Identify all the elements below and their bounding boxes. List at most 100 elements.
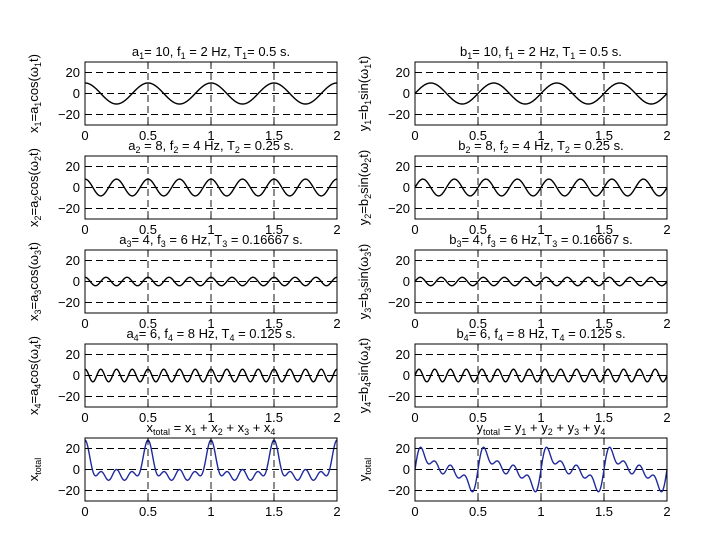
title-segment: = 6 Hz, T bbox=[166, 232, 223, 247]
title-segment: = 6, f bbox=[469, 326, 499, 341]
title-segment: = 8, f bbox=[141, 138, 174, 153]
y-tick-label: −20 bbox=[58, 201, 80, 216]
title-segment: a bbox=[132, 44, 140, 59]
title-segment: = 0.16667 s. bbox=[227, 232, 303, 247]
title-subscript: 4 bbox=[498, 333, 503, 343]
subplot-title: b4= 6, f4 = 8 Hz, T4 = 0.125 s. bbox=[456, 326, 625, 343]
title-segment: = 0.5 s. bbox=[247, 44, 290, 59]
y-tick-label: 0 bbox=[403, 86, 410, 101]
x-tick-label: 0.5 bbox=[469, 316, 487, 331]
ylabel-subscript: 2 bbox=[363, 214, 373, 219]
x-tick-label: 0.5 bbox=[469, 222, 487, 237]
title-subscript: 2 bbox=[218, 427, 223, 437]
series-line-x3 bbox=[84, 276, 338, 287]
x-tick-label: 1 bbox=[207, 316, 214, 331]
title-subscript: 2 bbox=[173, 145, 178, 155]
title-segment: = 0.25 s. bbox=[240, 138, 294, 153]
title-subscript: 1 bbox=[139, 51, 144, 61]
title-segment: = 8 Hz, T bbox=[173, 326, 230, 341]
ylabel-segment: t) bbox=[26, 242, 41, 250]
title-subscript: 3 bbox=[161, 239, 166, 249]
subplot-title: a4= 6, f4 = 8 Hz, T4 = 0.125 s. bbox=[126, 326, 295, 343]
y-tick-label: −20 bbox=[388, 107, 410, 122]
title-subscript: 3 bbox=[552, 239, 557, 249]
x-tick-label: 1.5 bbox=[595, 128, 613, 143]
x-tick-label: 0.5 bbox=[139, 410, 157, 425]
title-segment: = 10, f bbox=[144, 44, 181, 59]
ylabel-segment: t) bbox=[26, 148, 41, 156]
y-tick-label: −20 bbox=[388, 295, 410, 310]
y-tick-label: 0 bbox=[403, 368, 410, 383]
x-tick-label: 0.5 bbox=[469, 410, 487, 425]
x-tick-label: 1.5 bbox=[265, 504, 283, 519]
x-tick-label: 1 bbox=[537, 316, 544, 331]
title-subscript: 1 bbox=[467, 51, 472, 61]
series-line-y1 bbox=[414, 82, 668, 105]
x-tick-label: 2 bbox=[333, 128, 340, 143]
ylabel-subscript: 1 bbox=[363, 120, 373, 125]
x-tick-label: 1.5 bbox=[265, 316, 283, 331]
title-subscript: 3 bbox=[456, 239, 461, 249]
y-axis-label: x1=a1cos(ω1t) bbox=[26, 54, 43, 133]
ylabel-subscript: 4 bbox=[33, 404, 43, 409]
x-tick-label: 0.5 bbox=[139, 504, 157, 519]
title-subscript: 1 bbox=[242, 51, 247, 61]
y-tick-label: 20 bbox=[66, 441, 80, 456]
subplot-title: a2 = 8, f2 = 4 Hz, T2 = 0.25 s. bbox=[128, 138, 294, 155]
x-tick-label: 2 bbox=[663, 316, 670, 331]
title-segment: = 2 Hz, T bbox=[186, 44, 243, 59]
title-subscript: 2 bbox=[235, 145, 240, 155]
title-segment: b bbox=[456, 326, 463, 341]
title-subscript: 1 bbox=[191, 427, 196, 437]
x-tick-label: 0 bbox=[81, 222, 88, 237]
title-segment: + x bbox=[223, 420, 245, 435]
title-segment: y bbox=[477, 420, 484, 435]
title-subscript: 2 bbox=[548, 427, 553, 437]
ylabel-segment: sin(ω bbox=[356, 69, 371, 100]
title-segment: + y bbox=[579, 420, 601, 435]
ylabel-segment: =a bbox=[26, 388, 41, 404]
x-tick-label: 0 bbox=[81, 410, 88, 425]
ylabel-subscript: 4 bbox=[33, 384, 43, 389]
title-subscript: 4 bbox=[168, 333, 173, 343]
x-tick-label: 0 bbox=[81, 128, 88, 143]
subplot-title: a3= 4, f3 = 6 Hz, T3 = 0.16667 s. bbox=[119, 232, 303, 249]
ylabel-subscript: 1 bbox=[363, 100, 373, 105]
x-tick-label: 0.5 bbox=[469, 128, 487, 143]
title-subscript: 3 bbox=[244, 427, 249, 437]
y-axis-label: y2=b2sin(ω2t) bbox=[356, 150, 373, 225]
ylabel-segment: =b bbox=[356, 293, 371, 308]
x-tick-label: 1 bbox=[207, 222, 214, 237]
title-segment: a bbox=[119, 232, 127, 247]
ylabel-segment: sin(ω bbox=[356, 257, 371, 288]
ylabel-subscript: 2 bbox=[363, 158, 373, 163]
title-segment: = 0.125 s. bbox=[234, 326, 295, 341]
x-tick-label: 0 bbox=[411, 222, 418, 237]
y-tick-label: 20 bbox=[66, 65, 80, 80]
title-segment: + y bbox=[553, 420, 575, 435]
y-tick-label: 0 bbox=[73, 368, 80, 383]
y-axis-label: x3=a3cos(ω3t) bbox=[26, 242, 43, 321]
ylabel-subscript: 1 bbox=[33, 122, 43, 127]
title-segment: a bbox=[126, 326, 134, 341]
x-tick-label: 0 bbox=[81, 316, 88, 331]
title-segment: = 10, f bbox=[472, 44, 509, 59]
title-segment: b bbox=[460, 44, 467, 59]
ylabel-segment: sin(ω bbox=[356, 163, 371, 194]
y-tick-label: −20 bbox=[388, 483, 410, 498]
ylabel-subscript: 2 bbox=[33, 216, 43, 221]
ylabel-segment: =b bbox=[356, 105, 371, 120]
title-segment: = 8 Hz, T bbox=[503, 326, 560, 341]
y-axis-label: y1=b1sin(ω1t) bbox=[356, 56, 373, 131]
ylabel-subscript: 1 bbox=[33, 102, 43, 107]
title-subscript: 1 bbox=[181, 51, 186, 61]
x-tick-label: 0 bbox=[411, 410, 418, 425]
ylabel-segment: y bbox=[356, 474, 371, 481]
y-tick-label: 0 bbox=[73, 86, 80, 101]
title-subscript: 2 bbox=[465, 145, 470, 155]
title-segment: + x bbox=[196, 420, 218, 435]
y-tick-label: 0 bbox=[403, 180, 410, 195]
series-line-y2 bbox=[414, 178, 668, 197]
